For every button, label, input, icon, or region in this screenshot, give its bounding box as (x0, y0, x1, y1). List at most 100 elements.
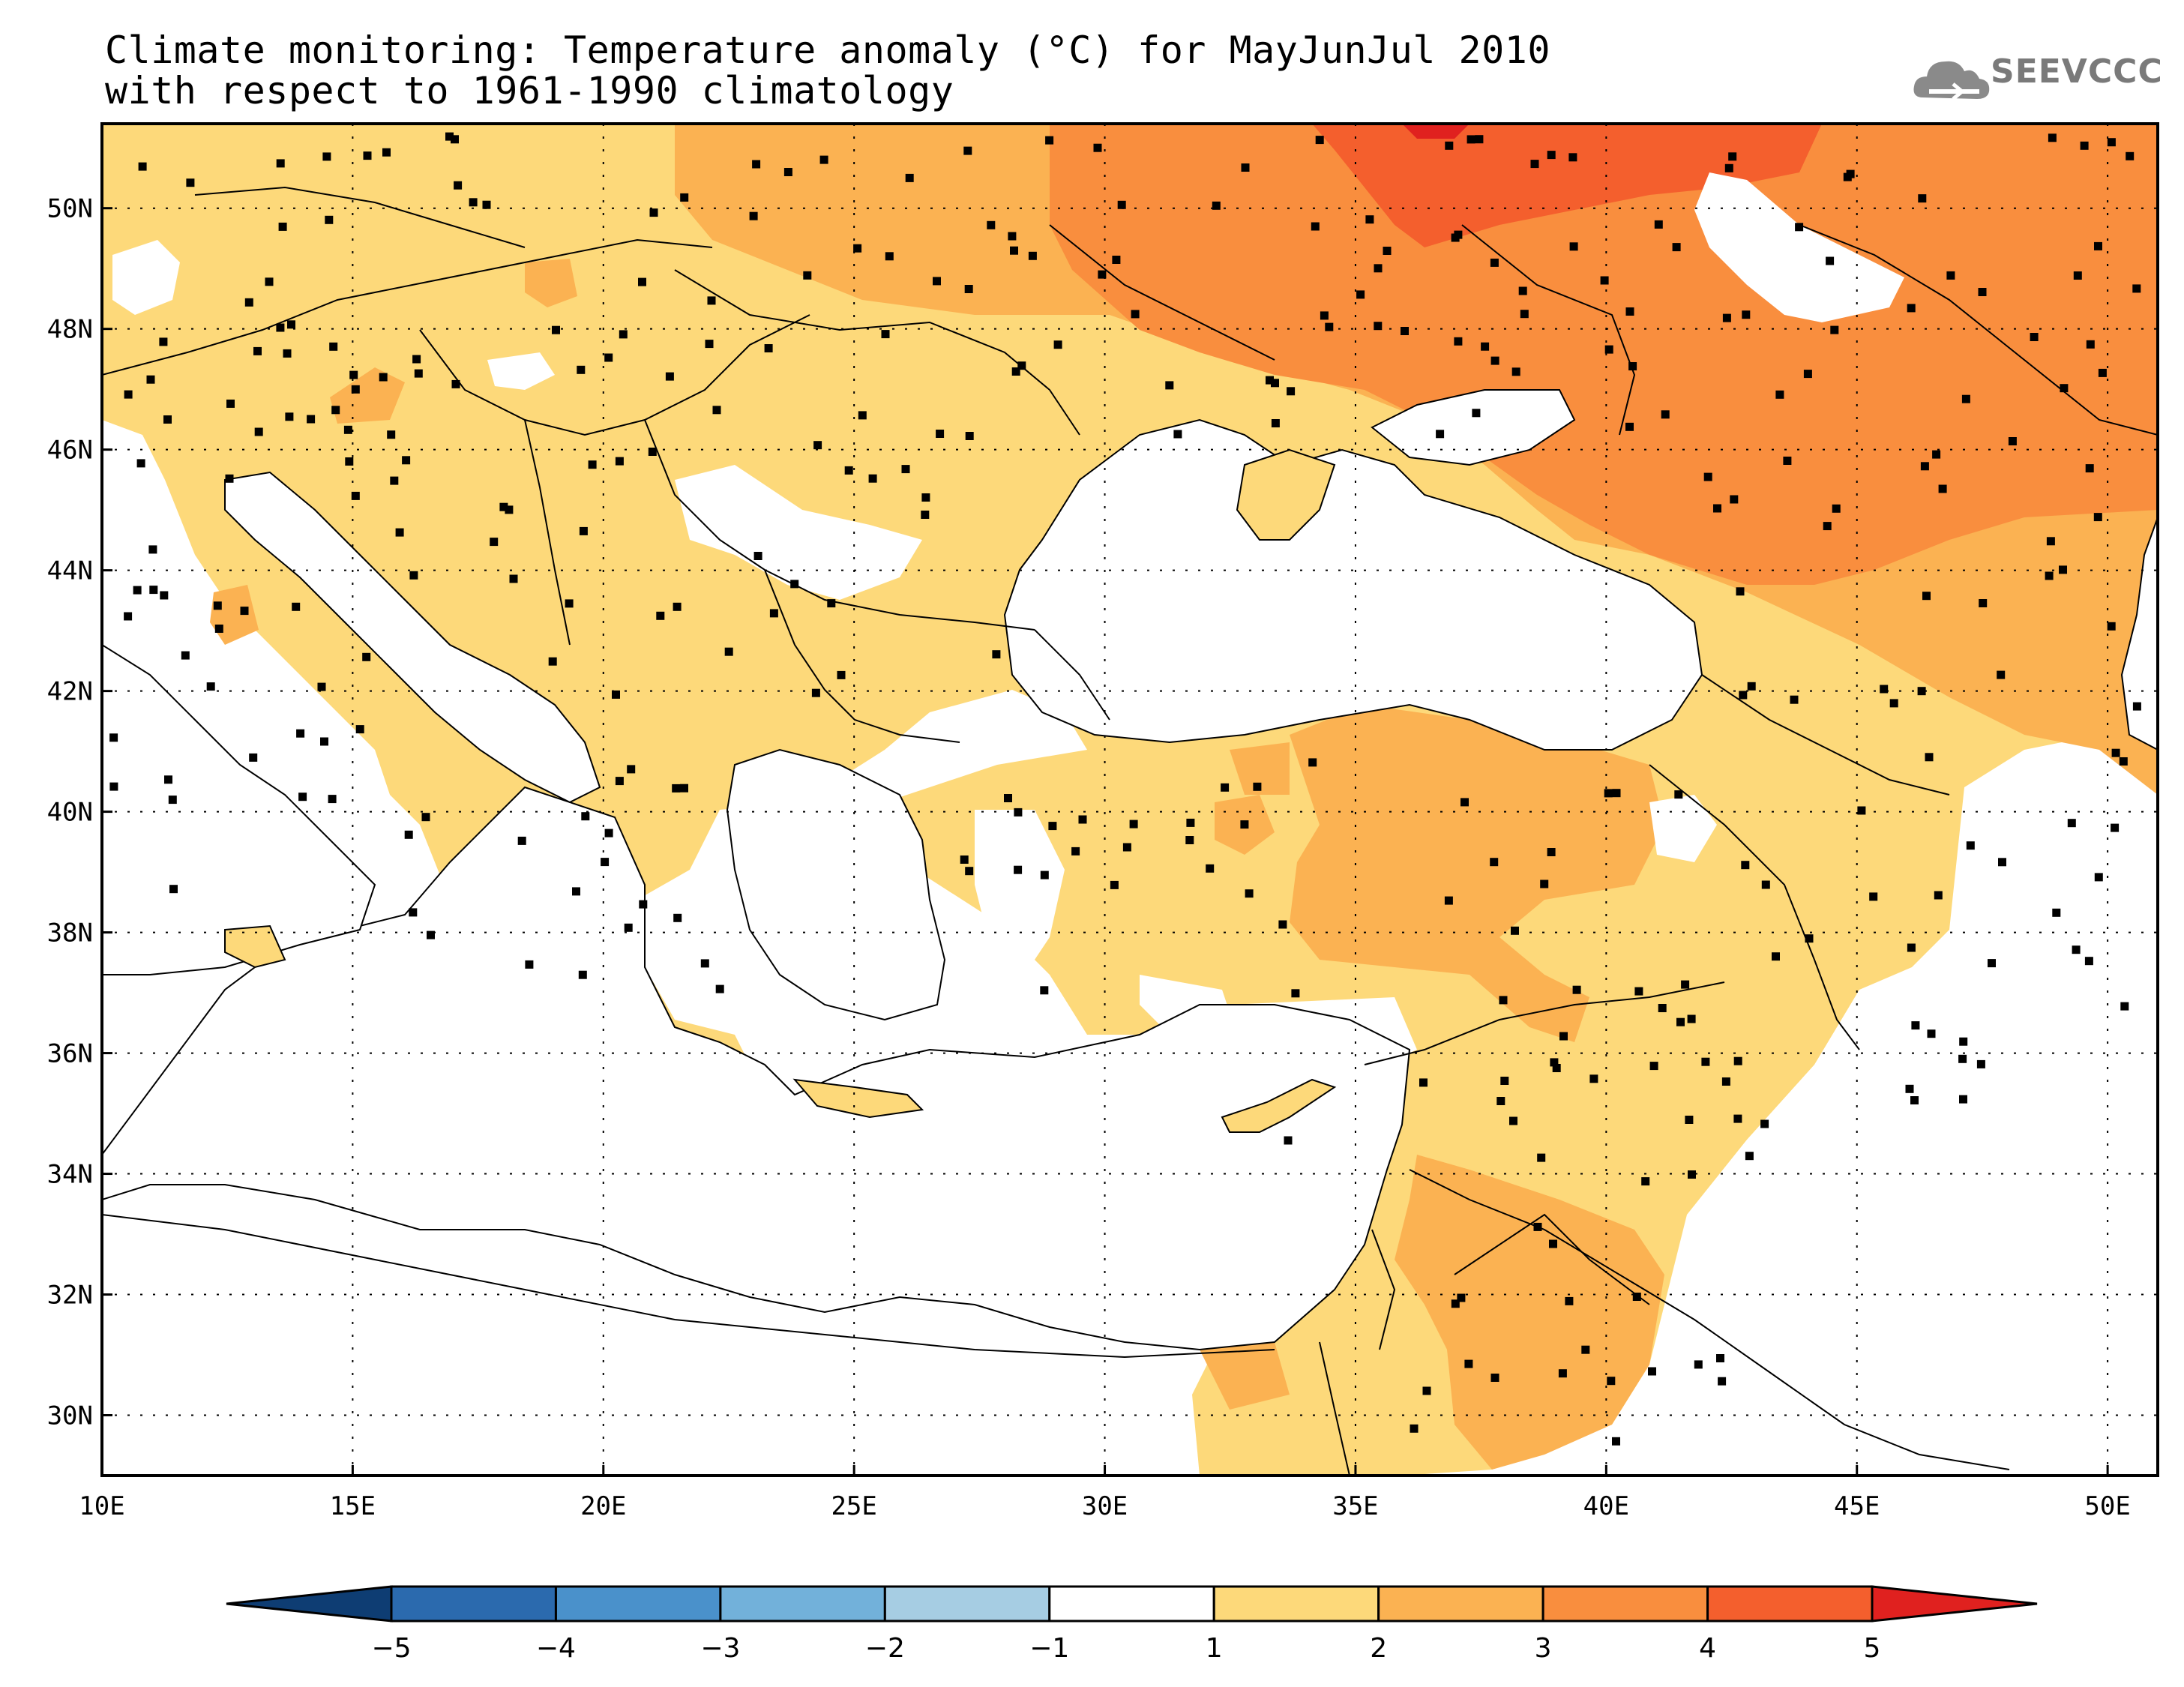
station-marker (1790, 695, 1799, 704)
station-marker (1925, 753, 1934, 762)
station-marker (881, 330, 890, 339)
colorbar-tick-label: 4 (1699, 1633, 1716, 1664)
station-marker (1509, 1116, 1517, 1125)
station-marker (673, 913, 682, 922)
station-marker (1278, 920, 1287, 929)
station-marker (837, 670, 846, 679)
station-marker (1632, 1293, 1641, 1301)
colorbar-segment (1377, 1585, 1544, 1623)
station-marker (1932, 450, 1941, 459)
station-marker (362, 652, 371, 661)
station-marker (764, 344, 773, 352)
station-marker (1511, 926, 1519, 935)
station-marker (1612, 1437, 1620, 1446)
station-marker (2132, 702, 2141, 711)
station-marker (672, 784, 681, 793)
station-marker (414, 369, 423, 378)
station-marker (292, 602, 301, 611)
station-marker (1685, 1116, 1694, 1124)
station-marker (803, 271, 812, 280)
station-marker (2094, 873, 2103, 882)
station-marker (1457, 1293, 1466, 1302)
anomaly-band-2-3 (1200, 1342, 1290, 1410)
station-marker (1374, 264, 1383, 273)
station-marker (1490, 356, 1499, 365)
station-marker (1661, 410, 1670, 419)
station-marker (363, 151, 372, 160)
colorbar-tick-label: 3 (1535, 1633, 1552, 1664)
station-marker (1658, 1004, 1667, 1012)
longitude-tick-label: 30E (1082, 1491, 1128, 1521)
station-marker (1724, 163, 1733, 172)
station-marker (1481, 342, 1490, 351)
station-marker (1165, 381, 1174, 390)
station-marker (1760, 1119, 1769, 1128)
station-marker (1291, 989, 1300, 998)
station-marker (1934, 891, 1943, 900)
station-marker (1634, 987, 1643, 996)
station-marker (146, 375, 155, 384)
latitude-tick-label: 46N (47, 436, 93, 466)
latitude-tick-label: 44N (47, 556, 93, 586)
station-marker (1466, 135, 1475, 144)
station-marker (1672, 243, 1681, 252)
station-marker (390, 476, 399, 485)
station-marker (1490, 858, 1499, 867)
station-marker (1053, 340, 1062, 349)
station-marker (604, 829, 613, 838)
station-marker (1958, 1054, 1967, 1063)
seevccc-cloud-icon (1913, 61, 1990, 100)
station-marker (505, 505, 514, 514)
crete-island (792, 1078, 924, 1119)
station-marker (355, 725, 364, 734)
station-marker (1832, 504, 1841, 513)
station-marker (680, 784, 688, 793)
station-marker (124, 390, 133, 399)
colorbar-tick-label: −3 (700, 1633, 740, 1664)
station-marker (1475, 135, 1484, 144)
station-marker (351, 491, 360, 500)
station-marker (1436, 430, 1445, 439)
station-marker (1010, 246, 1018, 255)
colorbar: −5 −4 −3 −2 −1 1 2 3 4 5 (226, 1585, 2038, 1664)
station-marker (1803, 370, 1812, 379)
station-marker (1253, 782, 1262, 791)
station-marker (2111, 823, 2120, 832)
station-marker (1320, 311, 1329, 320)
station-marker (1454, 230, 1463, 239)
station-marker (387, 430, 396, 439)
station-marker (163, 415, 172, 424)
station-marker (402, 456, 411, 465)
station-marker (249, 753, 258, 762)
station-marker (813, 441, 822, 450)
station-marker (921, 511, 930, 519)
station-marker (1772, 952, 1780, 961)
station-marker (1017, 361, 1026, 370)
station-markers (109, 132, 2141, 1446)
station-marker (1071, 846, 1080, 855)
cyprus-island (1221, 1078, 1337, 1133)
station-marker (409, 571, 418, 580)
station-marker (1511, 367, 1520, 376)
station-marker (2008, 437, 2017, 445)
station-marker (1676, 1017, 1685, 1026)
station-marker (1284, 1136, 1293, 1145)
station-marker (749, 211, 758, 220)
anomaly-band-5-plus (1402, 124, 1469, 139)
station-marker (1464, 1359, 1473, 1368)
station-marker (992, 650, 1001, 659)
station-marker (1997, 670, 2006, 679)
colorbar-tick-label: −2 (865, 1633, 905, 1664)
station-marker (844, 466, 853, 475)
map-gridlines (102, 124, 2158, 1476)
map-title-line2: with respect to 1961-1990 climatology (105, 69, 954, 112)
station-marker (577, 365, 586, 374)
station-marker (2046, 537, 2055, 546)
station-marker (1721, 1077, 1730, 1086)
station-marker (1266, 376, 1274, 385)
station-marker (1241, 163, 1250, 172)
station-marker (1518, 286, 1527, 295)
station-marker (1612, 789, 1621, 798)
station-marker (1688, 1170, 1696, 1179)
station-marker (109, 782, 118, 791)
